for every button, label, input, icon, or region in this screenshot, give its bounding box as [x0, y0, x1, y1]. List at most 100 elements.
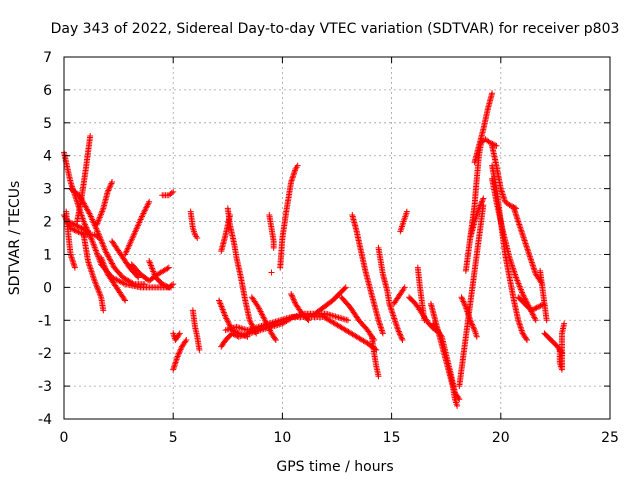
data-point [196, 346, 203, 353]
data-point [379, 330, 386, 337]
data-point [93, 221, 100, 228]
data-point [523, 335, 530, 342]
data-point [403, 208, 410, 215]
data-point [83, 227, 90, 234]
data-point [95, 288, 102, 295]
data-point [119, 279, 126, 286]
data-point [105, 253, 112, 260]
data-point [488, 140, 495, 147]
grid-lines [64, 57, 610, 419]
data-point [100, 243, 107, 250]
data-point [222, 312, 229, 319]
data-point [102, 265, 109, 272]
y-tick-label: -4 [38, 412, 52, 428]
data-point [217, 302, 224, 309]
data-point [144, 201, 151, 208]
data-point [397, 331, 404, 338]
data-point [70, 221, 77, 228]
data-point [69, 220, 76, 227]
data-point [149, 267, 156, 274]
data-point [141, 281, 148, 288]
data-point [518, 287, 525, 294]
data-point [79, 225, 86, 232]
data-point [175, 331, 182, 338]
data-point [151, 271, 158, 278]
data-point [341, 285, 348, 292]
data-point [101, 262, 108, 269]
data-point [216, 299, 223, 306]
data-point [271, 335, 278, 342]
data-point [97, 292, 104, 299]
data-point [233, 332, 240, 339]
data-point [521, 293, 528, 300]
data-point [135, 274, 142, 281]
data-point [259, 311, 266, 318]
data-point [148, 264, 155, 271]
data-point [142, 206, 149, 213]
data-point [176, 349, 183, 356]
data-point [68, 225, 75, 232]
data-point [165, 264, 172, 271]
data-point [460, 298, 467, 305]
data-point [290, 296, 297, 303]
data-point [475, 205, 482, 212]
data-point [398, 334, 405, 341]
y-tick-label: 0 [43, 280, 52, 296]
y-tick-label: 5 [43, 116, 52, 132]
data-point [106, 256, 113, 263]
data-point [91, 277, 98, 284]
data-point [470, 324, 477, 331]
data-point [161, 282, 168, 289]
data-point [477, 202, 484, 209]
data-point [248, 320, 255, 327]
data-point [150, 270, 157, 277]
data-point [149, 265, 156, 272]
data-point [218, 303, 225, 310]
data-point [177, 346, 184, 353]
data-point [182, 338, 189, 345]
data-point [98, 254, 105, 261]
data-point [267, 327, 274, 334]
data-point [143, 204, 150, 211]
data-point [344, 317, 351, 324]
data-point [103, 250, 110, 257]
data-point [288, 292, 295, 299]
data-point [88, 267, 95, 274]
data-point [395, 327, 402, 334]
data-point [217, 300, 224, 307]
data-point [87, 265, 94, 272]
data-point [507, 202, 514, 209]
data-point [85, 259, 92, 266]
data-point [226, 321, 233, 328]
data-point [509, 263, 516, 270]
data-point [98, 256, 105, 263]
data-point [77, 224, 84, 231]
data-point [97, 234, 104, 241]
data-point [520, 292, 527, 299]
data-point [109, 179, 116, 186]
data-point [223, 315, 230, 322]
axis-ticks: 0 5 10 15 20 25 -4 -3 -2 -1 0 1 2 3 4 5 6 7 [38, 50, 619, 446]
data-point [117, 278, 124, 285]
data-point [139, 211, 146, 218]
data-point [82, 227, 89, 234]
data-point [159, 281, 166, 288]
data-point [104, 188, 111, 195]
y-tick-label: 2 [43, 215, 52, 231]
data-point [93, 282, 100, 289]
data-point [511, 268, 518, 275]
data-point [120, 280, 127, 287]
data-point [342, 284, 349, 291]
data-point [94, 285, 101, 292]
data-point [107, 183, 114, 190]
data-point [71, 264, 78, 271]
data-point [170, 188, 177, 195]
data-point [177, 347, 184, 354]
data-point [480, 195, 487, 202]
data-point [476, 203, 483, 210]
data-point [519, 290, 526, 297]
data-point [66, 219, 73, 226]
data-point [101, 245, 108, 252]
data-point [216, 297, 223, 304]
data-point [264, 323, 271, 330]
